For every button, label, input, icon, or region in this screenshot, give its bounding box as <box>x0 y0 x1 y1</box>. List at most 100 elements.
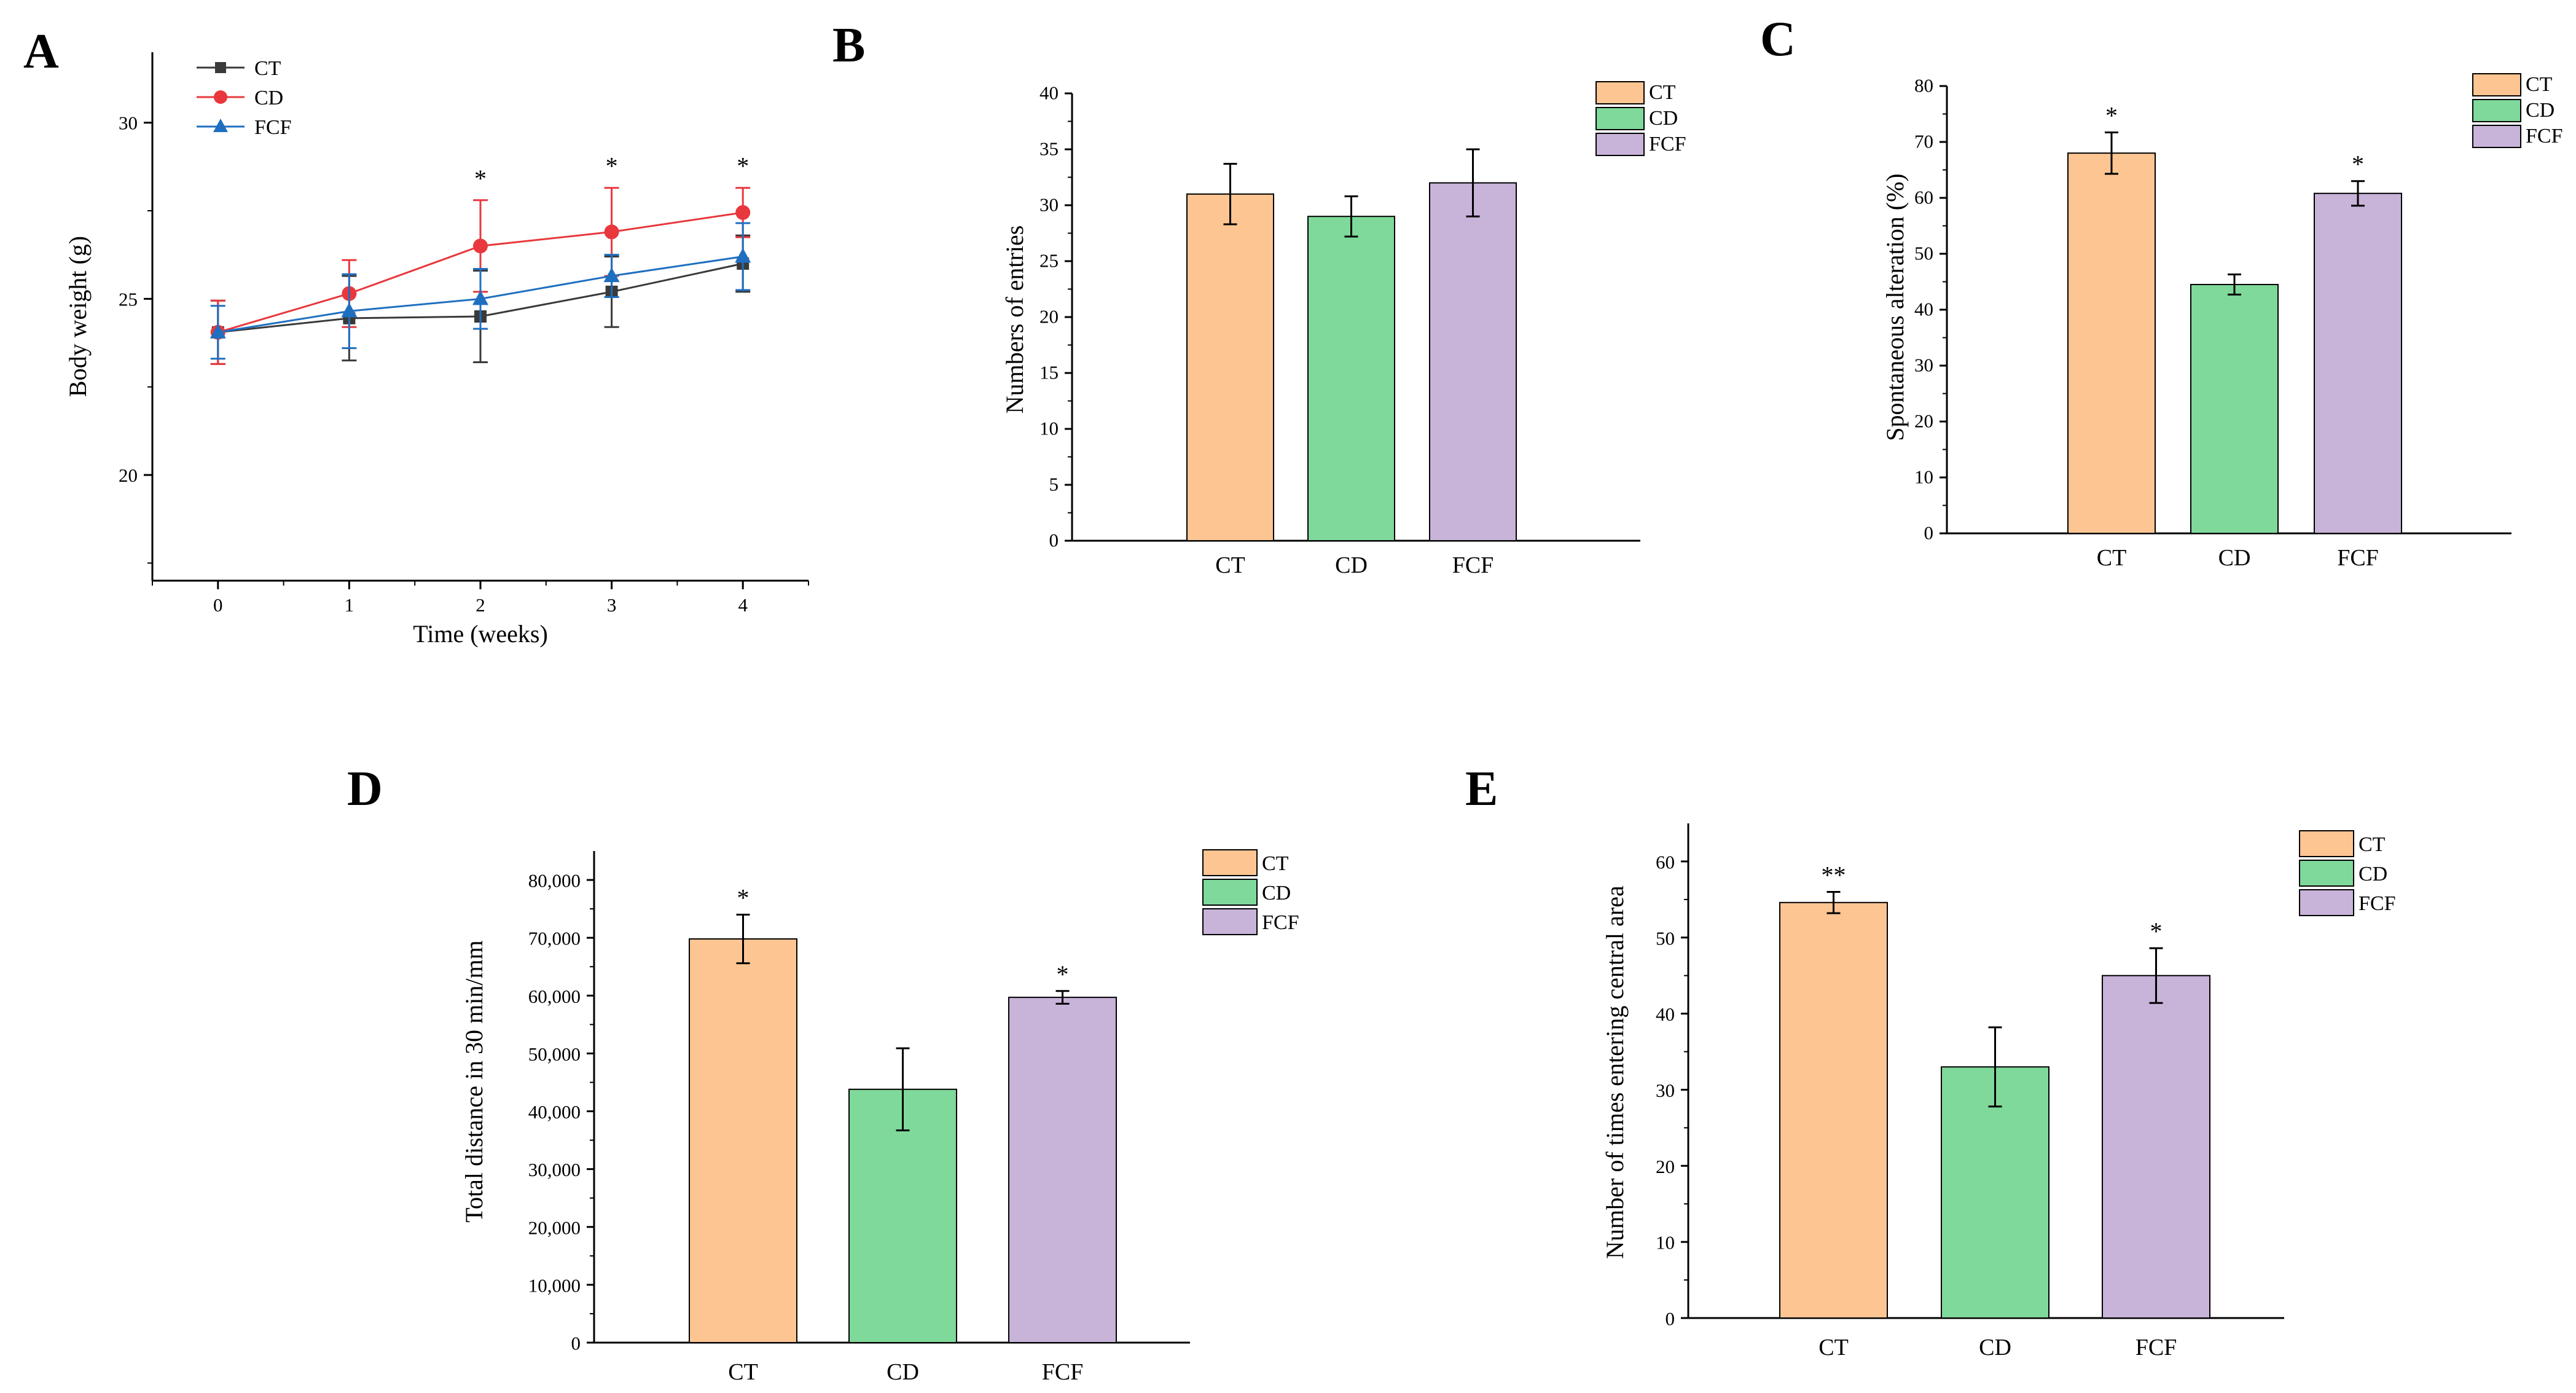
significance-star: * <box>2105 102 2118 130</box>
x-category-label: FCF <box>2337 545 2379 571</box>
legend-swatch <box>2299 830 2354 857</box>
bar-ct <box>1779 901 1888 1319</box>
x-tick-label: 0 <box>213 594 223 616</box>
legend-label: CD <box>254 87 283 109</box>
legend-swatch <box>2299 860 2354 887</box>
legend-swatch <box>1202 908 1258 935</box>
x-category-label: CD <box>2218 545 2251 571</box>
y-tick-label: 30,000 <box>528 1159 581 1180</box>
legend-swatch <box>1595 107 1645 130</box>
data-point-circle <box>735 205 751 220</box>
legend-label: CT <box>1649 81 1676 104</box>
y-tick-label: 0 <box>571 1333 581 1354</box>
x-category-label: CD <box>1979 1335 2011 1360</box>
y-tick-label: 25 <box>1039 249 1059 271</box>
legend-label: FCF <box>254 116 292 139</box>
y-tick-label: 35 <box>1039 138 1059 159</box>
legend-swatch <box>2472 125 2521 148</box>
legend-label: CT <box>254 57 281 80</box>
y-tick-label: 60,000 <box>528 986 581 1007</box>
y-tick-label: 20 <box>119 465 138 486</box>
x-category-label: FCF <box>1452 552 1494 578</box>
panel-label-e: E <box>1465 762 1498 816</box>
y-tick-label: 60 <box>1914 186 1933 208</box>
data-point-triangle <box>472 290 488 305</box>
bar-cd <box>2190 284 2279 534</box>
significance-star: * <box>737 884 750 912</box>
bar-fcf <box>2314 192 2402 535</box>
legend-label: CD <box>1649 107 1678 130</box>
x-axis-title: Time (weeks) <box>413 620 548 648</box>
legend-swatch <box>2472 73 2521 96</box>
legend-label: CT <box>2526 73 2553 96</box>
y-axis-title: Number of times entering central area <box>1601 885 1629 1259</box>
legend-label: CT <box>1262 852 1289 875</box>
data-point-triangle <box>341 302 358 318</box>
legend-label: CD <box>2359 863 2387 885</box>
y-tick-label: 20 <box>1656 1156 1675 1177</box>
x-tick-label: 2 <box>476 594 485 616</box>
x-category-label: FCF <box>2136 1335 2177 1360</box>
legend-swatch <box>2299 889 2354 916</box>
y-tick-label: 25 <box>119 288 138 310</box>
y-tick-label: 15 <box>1039 361 1059 383</box>
legend-label: CD <box>2526 99 2554 122</box>
y-tick-label: 50 <box>1914 242 1933 264</box>
panel-label-b: B <box>832 18 865 73</box>
y-axis-title: Total distance in 30 min/mm <box>460 940 488 1222</box>
significance-star: * <box>474 165 487 192</box>
significance-star: * <box>2352 151 2364 178</box>
data-point-circle <box>604 224 619 240</box>
significance-star: * <box>606 152 618 180</box>
x-tick-label: 1 <box>345 594 354 616</box>
bar-ct <box>2067 152 2156 534</box>
x-category-label: CT <box>2097 545 2127 571</box>
y-tick-label: 30 <box>1656 1080 1675 1101</box>
y-tick-label: 50,000 <box>528 1043 581 1065</box>
legend-swatch <box>1595 133 1645 156</box>
data-point-triangle <box>209 323 226 339</box>
significance-star: * <box>737 152 749 180</box>
y-tick-label: 10 <box>1039 417 1059 439</box>
y-tick-label: 70 <box>1914 130 1933 152</box>
significance-star: * <box>2150 917 2163 945</box>
y-tick-label: 0 <box>1924 522 1934 543</box>
panel-e: E 0 10 20 30 40 50 60 Number of times entering c… <box>1465 762 2396 1360</box>
legend-marker <box>214 90 227 104</box>
y-tick-label: 0 <box>1049 529 1059 551</box>
panel-d: D 0 10,000 20,000 30,000 40,000 50,000 60,000 70… <box>347 762 1299 1385</box>
y-tick-label: 10 <box>1914 466 1933 487</box>
y-axis-title: Body weight (g) <box>64 236 92 397</box>
bar-ct <box>689 938 797 1343</box>
legend-label: CD <box>1262 882 1291 904</box>
data-point-triangle <box>735 248 751 263</box>
legend-marker <box>213 119 228 132</box>
panel-a: A 20 25 30 0 1 2 3 4 Time (weeks) Body weight (g) *… <box>23 25 809 648</box>
x-category-label: CT <box>1818 1335 1849 1360</box>
significance-star: ** <box>1822 861 1846 889</box>
x-category-label: CT <box>728 1359 758 1385</box>
bar-fcf <box>1429 182 1517 542</box>
legend-swatch <box>1595 81 1645 104</box>
legend-label: FCF <box>2359 892 2396 915</box>
panel-label-d: D <box>347 762 383 816</box>
y-tick-label: 5 <box>1049 473 1059 495</box>
bar-fcf <box>2102 975 2210 1319</box>
x-tick-label: 3 <box>607 594 617 616</box>
legend-label: FCF <box>1262 911 1299 934</box>
panel-label-a: A <box>23 25 59 79</box>
y-tick-label: 30 <box>1914 354 1933 375</box>
x-category-label: FCF <box>1042 1359 1084 1385</box>
y-tick-label: 40 <box>1914 298 1933 320</box>
legend-swatch <box>1202 879 1258 906</box>
legend-swatch <box>2472 99 2521 122</box>
legend-label: CT <box>2359 833 2386 856</box>
y-tick-label: 40 <box>1656 1003 1675 1025</box>
y-axis-title: Numbers of entries <box>1001 226 1028 414</box>
y-tick-label: 40 <box>1039 82 1059 103</box>
data-point-circle <box>473 238 488 254</box>
y-tick-label: 30 <box>119 112 138 134</box>
legend-label: FCF <box>1649 133 1686 155</box>
y-axis-title: Spontaneous alteration (%) <box>1881 173 1909 441</box>
